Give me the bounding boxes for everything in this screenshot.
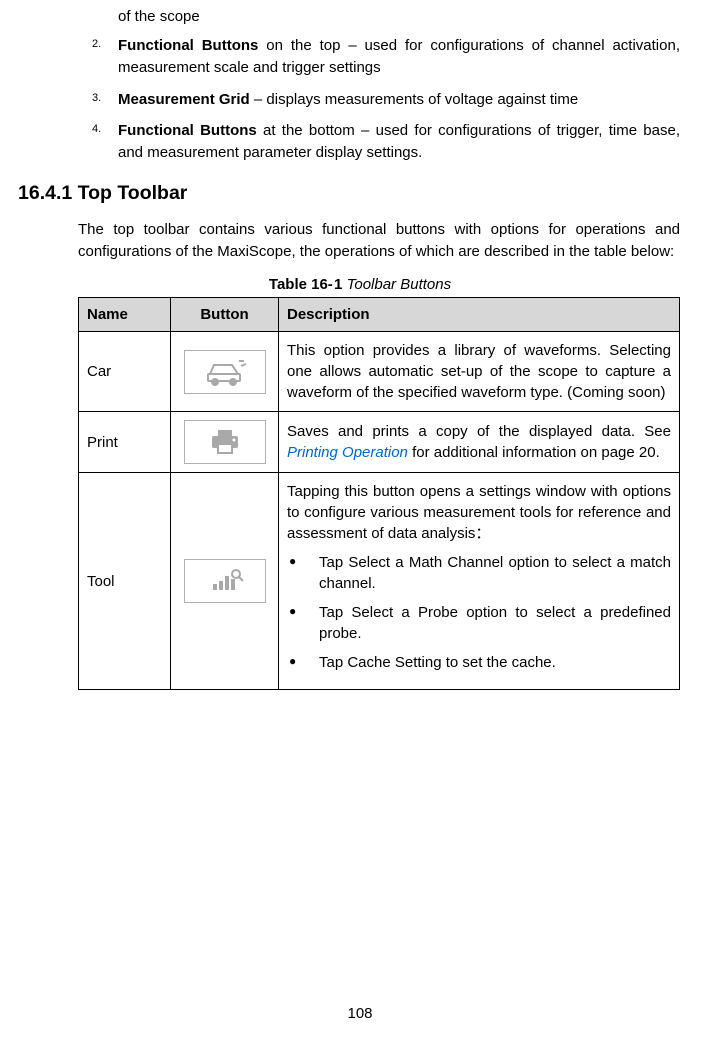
tool-icon [184, 559, 266, 603]
paragraph: The top toolbar contains various functio… [78, 219, 680, 263]
list-number: 4. [92, 120, 118, 164]
table-row: Print Saves and prints a copy of the dis… [79, 412, 680, 473]
col-header-description: Description [279, 298, 680, 332]
list-body: Functional Buttons on the top – used for… [118, 35, 680, 79]
print-icon [184, 420, 266, 464]
cell-button [171, 332, 279, 412]
list-item: 2. Functional Buttons on the top – used … [92, 35, 680, 79]
col-header-name: Name [79, 298, 171, 332]
table-row: Tool Tapping this b [79, 473, 680, 690]
toolbar-buttons-table: Name Button Description Car [78, 297, 680, 690]
cell-description: Tapping this button opens a settings win… [279, 473, 680, 690]
desc-intro: Tapping this button opens a settings win… [287, 481, 671, 544]
list-body: Functional Buttons at the bottom – used … [118, 120, 680, 164]
col-header-button: Button [171, 298, 279, 332]
list-number: 3. [92, 89, 118, 111]
bullet-item: Tap Cache Setting to set the cache. [287, 652, 671, 673]
bold-term: Measurement Grid [118, 91, 250, 108]
continuation-line: of the scope [118, 6, 680, 27]
bold-term: Functional Buttons [118, 122, 257, 139]
caption-label: Table 16- 1 [269, 276, 343, 293]
printing-operation-link[interactable]: Printing Operation [287, 444, 408, 461]
section-heading: 16.4.1 Top Toolbar [18, 182, 680, 205]
list-item: 4. Functional Buttons at the bottom – us… [92, 120, 680, 164]
cell-button [171, 473, 279, 690]
cell-name: Print [79, 412, 171, 473]
list-number: 2. [92, 35, 118, 79]
cell-description: This option provides a library of wavefo… [279, 332, 680, 412]
cell-name: Car [79, 332, 171, 412]
list-rest: – displays measurements of voltage again… [250, 91, 579, 108]
desc-text-post: for additional information on page 20. [408, 444, 660, 461]
desc-bullets: Tap Select a Math Channel option to sele… [287, 552, 671, 673]
bullet-item: Tap Select a Probe option to select a pr… [287, 602, 671, 644]
table-row: Car [79, 332, 680, 412]
bullet-item: Tap Select a Math Channel option to sele… [287, 552, 671, 594]
cell-description: Saves and prints a copy of the displayed… [279, 412, 680, 473]
cell-button [171, 412, 279, 473]
table-caption: Table 16- 1 Toolbar Buttons [40, 276, 680, 293]
list-item: 3. Measurement Grid – displays measureme… [92, 89, 680, 111]
desc-text-pre: Saves and prints a copy of the displayed… [287, 423, 671, 440]
caption-title: Toolbar Buttons [342, 276, 451, 293]
car-icon [184, 350, 266, 394]
bold-term: Functional Buttons [118, 37, 258, 54]
cell-name: Tool [79, 473, 171, 690]
list-body: Measurement Grid – displays measurements… [118, 89, 680, 111]
page-number: 108 [0, 1005, 720, 1022]
table-header-row: Name Button Description [79, 298, 680, 332]
